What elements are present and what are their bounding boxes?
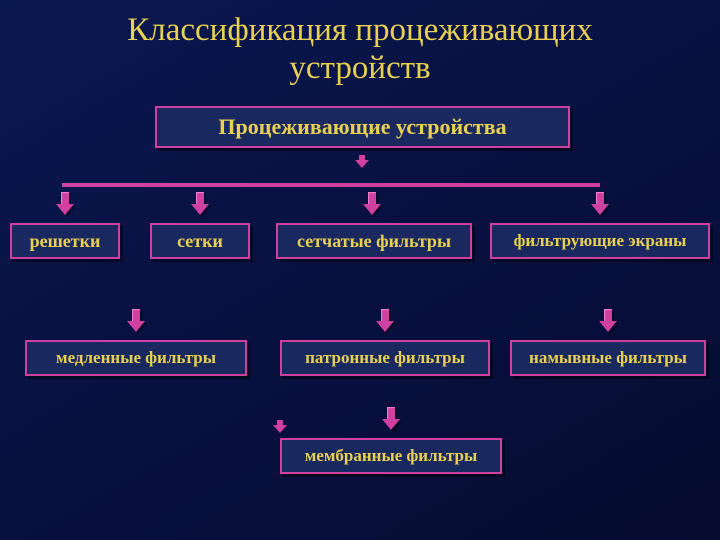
node-label: сетки: [177, 231, 223, 252]
node-label: намывные фильтры: [529, 348, 687, 368]
node-setchatye-filtry: сетчатые фильтры: [276, 223, 472, 259]
arrow-icon: [127, 309, 145, 333]
node-label: решетки: [30, 231, 101, 252]
node-filtruyushie-ekrany: фильтрующие экраны: [490, 223, 710, 259]
node-label: медленные фильтры: [56, 348, 216, 368]
node-setki: сетки: [150, 223, 250, 259]
node-namyvnye-filtry: намывные фильтры: [510, 340, 706, 376]
node-label: сетчатые фильтры: [297, 231, 451, 252]
node-label: патронные фильтры: [305, 348, 465, 368]
branch-line: [62, 183, 600, 187]
node-label: Процеживающие устройства: [218, 114, 506, 140]
node-label: фильтрующие экраны: [514, 231, 687, 251]
slide-title: Классификация процеживающих устройств: [0, 0, 720, 88]
arrow-icon: [591, 192, 609, 216]
title-line-2: устройств: [289, 50, 430, 86]
title-line-1: Классификация процеживающих: [127, 12, 593, 48]
node-label: мембранные фильтры: [305, 446, 478, 466]
arrow-stub-top: [355, 155, 369, 169]
node-medlennye-filtry: медленные фильтры: [25, 340, 247, 376]
arrow-icon: [382, 407, 400, 431]
node-root: Процеживающие устройства: [155, 106, 570, 148]
arrow-icon: [191, 192, 209, 216]
arrow-stub-side: [273, 420, 287, 434]
arrow-icon: [56, 192, 74, 216]
arrow-icon: [363, 192, 381, 216]
arrow-icon: [599, 309, 617, 333]
node-patronnye-filtry: патронные фильтры: [280, 340, 490, 376]
arrow-icon: [376, 309, 394, 333]
node-resetki: решетки: [10, 223, 120, 259]
node-membrannye-filtry: мембранные фильтры: [280, 438, 502, 474]
